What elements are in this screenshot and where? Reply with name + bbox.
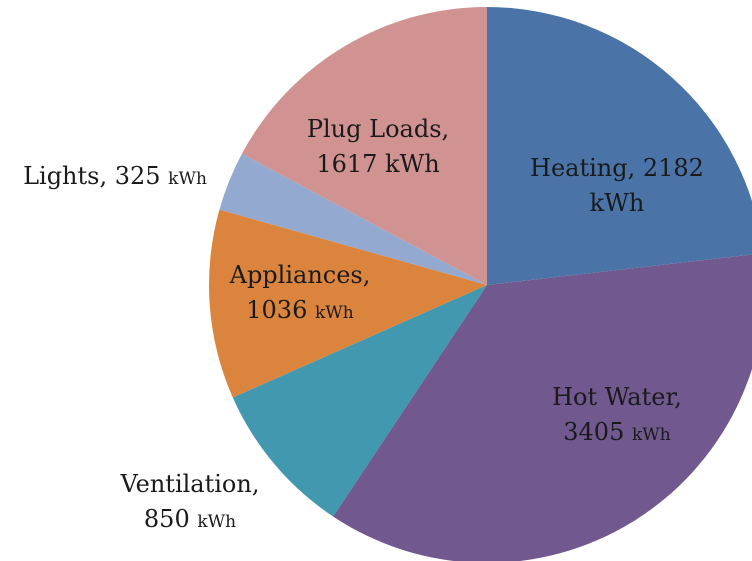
data-label: Heating, 2182 kWh	[530, 154, 704, 217]
pie-slice	[219, 153, 488, 285]
data-label: Ventilation, 850 kWh	[120, 470, 260, 533]
pie-slice	[333, 254, 752, 561]
data-label: Hot Water, 3405 kWh	[552, 383, 682, 446]
data-label: Lights, 325 kWh	[23, 162, 207, 190]
pie-slice	[241, 7, 487, 285]
pie-slice	[232, 285, 487, 517]
pie-slice	[487, 7, 752, 285]
pie-slice	[209, 209, 487, 398]
data-label: Plug Loads, 1617 kWh	[307, 115, 449, 178]
